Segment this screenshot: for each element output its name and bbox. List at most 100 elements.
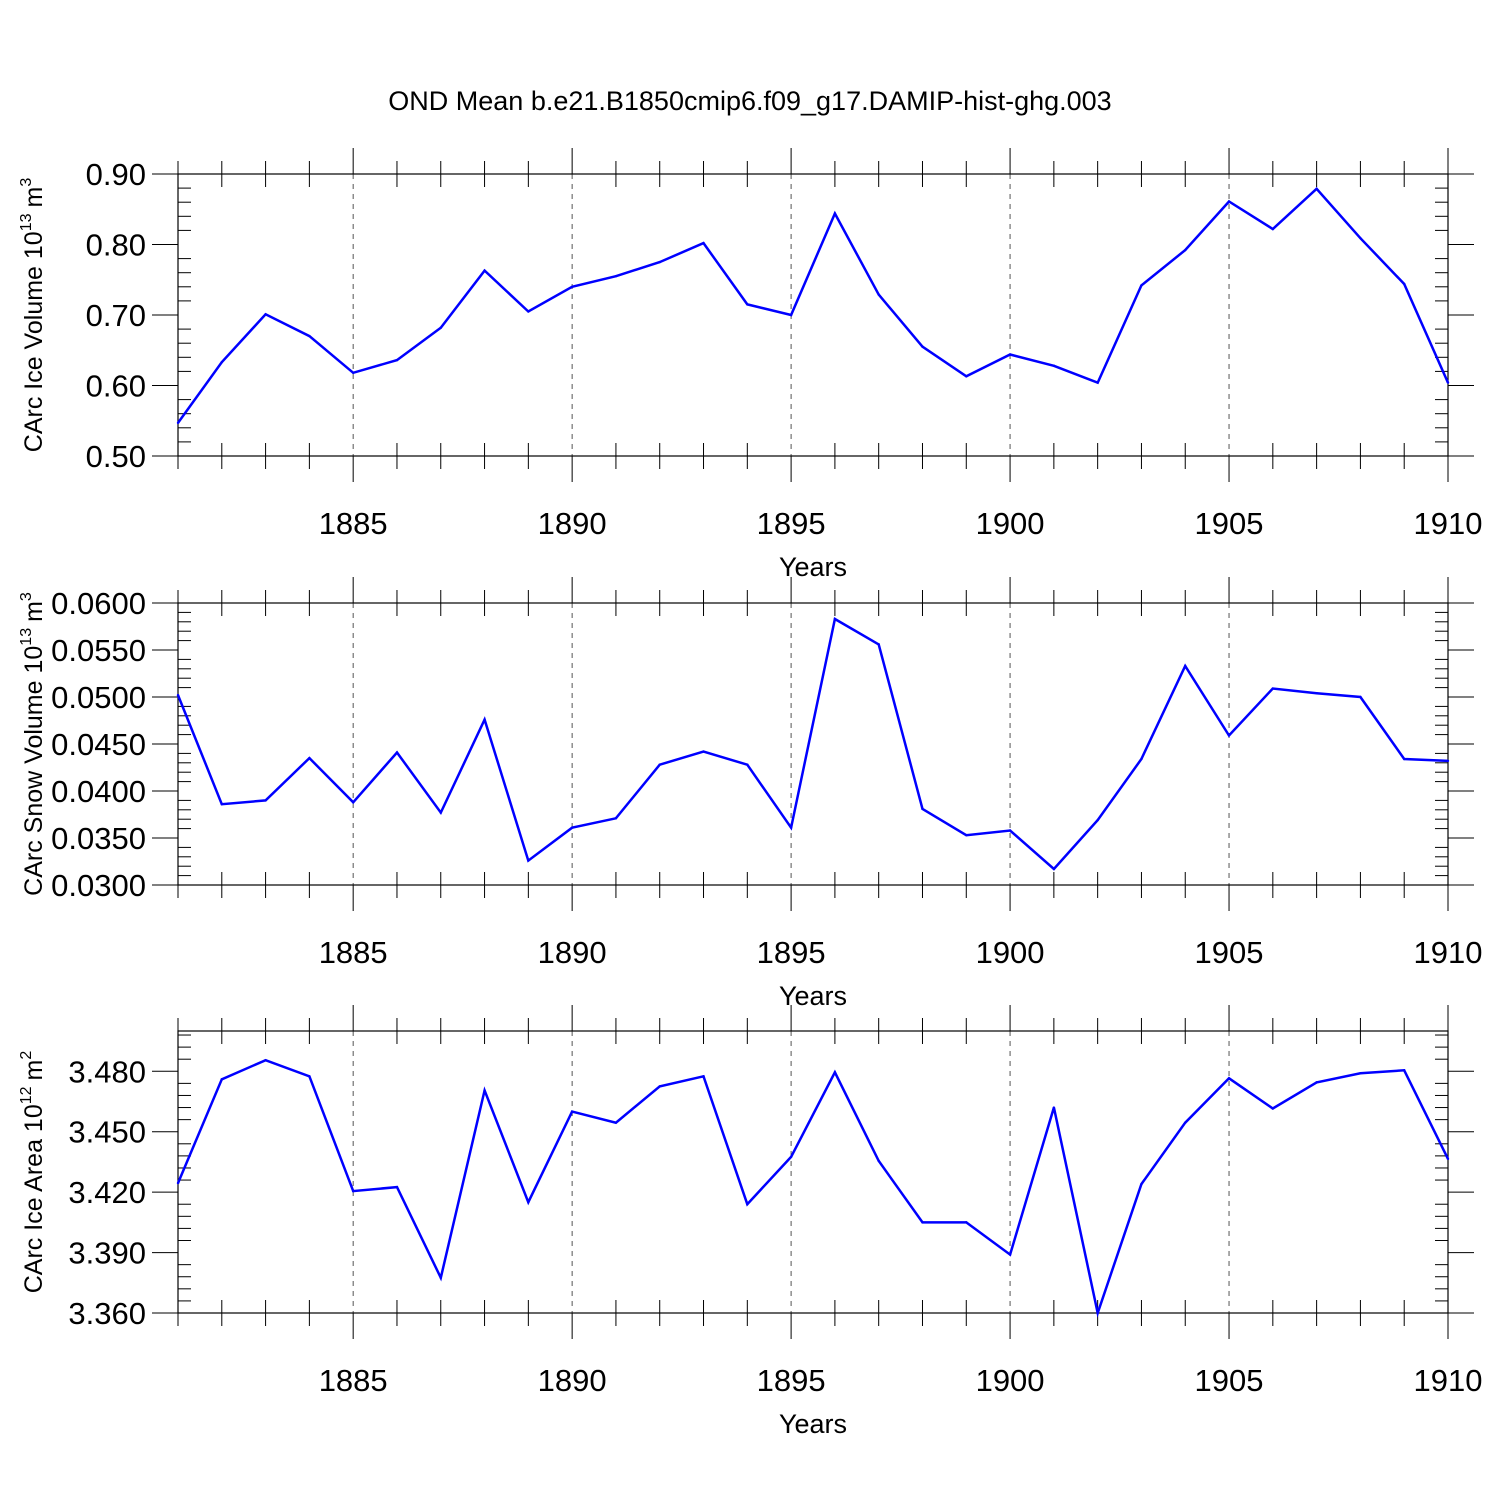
x-axis-title: Years [779, 552, 847, 582]
panel-ice-area: 3.360 3.390 3.420 3.450 3.480 1885 1890 1895 190… [18, 1005, 1482, 1439]
y-axis-title-unit: m [20, 601, 48, 622]
data-point [220, 802, 223, 806]
data-point [1359, 1072, 1362, 1075]
y-axis-title: CArc Snow Volume 1013 m3 [18, 592, 48, 896]
data-point [351, 1189, 355, 1193]
data-point [658, 763, 661, 766]
y-tick-label: 0.0550 [51, 633, 146, 668]
data-point [439, 326, 442, 329]
data-point [1271, 227, 1275, 231]
y-axis-title-exponent: 13 [18, 628, 35, 646]
data-point [1096, 381, 1099, 384]
data-point [1446, 381, 1450, 384]
data-point [1403, 282, 1406, 286]
y-tick-label: 3.480 [68, 1054, 146, 1089]
y-axis-title-main: CArc Ice Area 10 [20, 1104, 48, 1293]
data-point [264, 313, 267, 316]
y-axis-title-unit: m [20, 1060, 48, 1081]
y-axis-title-unit-exponent: 3 [18, 592, 35, 601]
data-point [1140, 1182, 1143, 1186]
x-tick-label: 1895 [757, 1363, 826, 1398]
data-point [833, 212, 837, 215]
data-point [1052, 867, 1056, 871]
data-point [351, 801, 355, 804]
data-point [1008, 1253, 1012, 1256]
x-tick-label: 1905 [1195, 506, 1264, 541]
data-point [439, 1276, 442, 1279]
data-point [395, 358, 399, 362]
data-point [483, 269, 486, 272]
series-line [176, 187, 1450, 424]
data-point [1359, 236, 1362, 240]
y-axis-title-exponent: 13 [18, 213, 35, 231]
data-point [176, 693, 180, 697]
data-point [483, 718, 486, 721]
panel-snow-volume: 0.0300 0.0350 0.0400 0.0450 0.0500 0.0550 0.06… [18, 577, 1482, 1011]
x-tick-label: 1900 [976, 506, 1045, 541]
data-point [702, 241, 705, 245]
x-tick-label: 1895 [757, 935, 826, 970]
y-tick-label: 0.0500 [51, 680, 146, 715]
y-tick-label: 0.80 [86, 228, 146, 263]
data-point [1227, 200, 1231, 203]
data-point [1271, 1107, 1275, 1110]
x-axis-title: Years [779, 981, 847, 1011]
plot-frame [177, 602, 1449, 886]
data-point [308, 1075, 311, 1078]
x-tick-label: 1895 [757, 506, 826, 541]
y-axis-title-unit: m [20, 187, 48, 208]
data-point [1184, 248, 1187, 252]
data-point [1184, 664, 1187, 668]
data-point [527, 310, 530, 313]
x-tick-label: 1905 [1195, 935, 1264, 970]
series-line [176, 617, 1449, 871]
plot-frame [177, 173, 1449, 457]
panel-ice-volume: 0.50 0.60 0.70 0.80 0.90 1885 1890 1895 1900 1905… [18, 148, 1482, 582]
y-tick-label: 0.0450 [51, 727, 146, 762]
data-point [570, 826, 574, 829]
x-tick-label: 1910 [1414, 1363, 1483, 1398]
data-point [1403, 1069, 1406, 1072]
data-point [746, 303, 749, 306]
data-point [351, 371, 355, 375]
x-tick-label: 1885 [319, 935, 388, 970]
data-point [1227, 734, 1231, 737]
data-point [1096, 818, 1099, 822]
data-point [877, 293, 880, 296]
y-axis-title-main: CArc Snow Volume 10 [20, 646, 48, 896]
y-axis-title: CArc Ice Volume 1013 m3 [18, 178, 48, 453]
data-point [395, 751, 399, 754]
data-point [176, 1181, 180, 1185]
data-point [965, 1221, 968, 1224]
x-tick-label: 1885 [319, 1363, 388, 1398]
data-point [702, 1075, 705, 1078]
data-point [1271, 687, 1275, 690]
x-tick-label: 1910 [1414, 935, 1483, 970]
y-axis-title-main: CArc Ice Volume 10 [20, 231, 48, 452]
data-point [483, 1089, 486, 1092]
data-point [921, 345, 924, 348]
data-point [264, 799, 267, 802]
data-point [1315, 187, 1318, 191]
data-point [789, 313, 793, 317]
data-point [921, 807, 924, 811]
y-tick-label: 3.360 [68, 1296, 146, 1331]
data-point [833, 617, 837, 621]
data-point [308, 334, 311, 338]
data-point [833, 1071, 837, 1074]
y-tick-label: 0.0600 [51, 586, 146, 621]
x-tick-label: 1900 [976, 1363, 1045, 1398]
data-point [527, 859, 530, 862]
data-point [1140, 757, 1143, 761]
y-tick-label: 0.0350 [51, 821, 146, 856]
data-point [746, 763, 749, 766]
data-point [965, 375, 968, 378]
data-point [1227, 1077, 1231, 1080]
data-point [1446, 759, 1450, 763]
y-tick-label: 0.50 [86, 439, 146, 474]
data-point [1008, 353, 1012, 356]
data-point [176, 421, 180, 425]
x-tick-label: 1900 [976, 935, 1045, 970]
data-point [1052, 1106, 1056, 1109]
data-point [1315, 692, 1318, 695]
